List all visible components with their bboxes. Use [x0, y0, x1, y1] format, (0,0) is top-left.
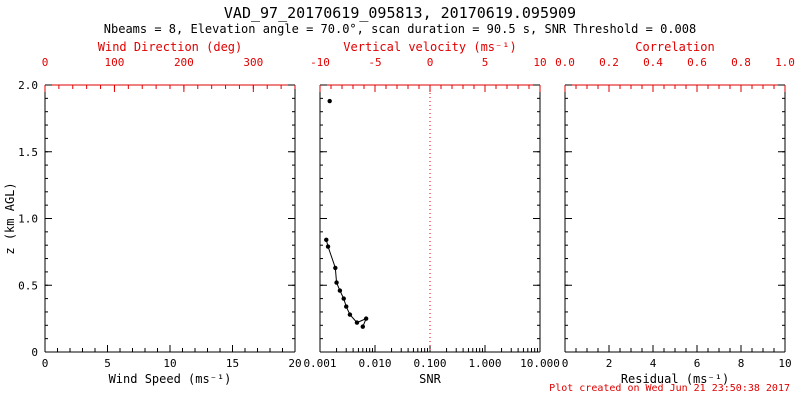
y-tick-label: 0.5	[18, 279, 38, 292]
x-tick-label: 5	[104, 357, 111, 370]
x-tick-label: 0.001	[303, 357, 336, 370]
top-axis-title: Vertical velocity (ms⁻¹)	[343, 40, 516, 54]
x-tick-label: 6	[694, 357, 701, 370]
data-point	[360, 324, 365, 329]
x-tick-label: 0.010	[358, 357, 391, 370]
panel-residual: 0 2 4 6 8 10 Residual (ms⁻¹) 0.0 0.2 0.4 0.6 0.8 1.0…	[555, 40, 795, 386]
data-point	[334, 280, 339, 285]
x-tick-label: 0	[562, 357, 569, 370]
x-tick-label: 15	[226, 357, 239, 370]
data-point	[337, 288, 343, 293]
top-axis-title: Correlation	[635, 40, 714, 54]
plot-created-timestamp: Plot created on Wed Jun 21 23:50:38 2017	[549, 383, 790, 394]
top-tick-label: 300	[243, 56, 263, 69]
x-axis-title: Residual (ms⁻¹)	[621, 372, 729, 386]
x-tick-label: 10	[778, 357, 791, 370]
x-tick-label: 8	[738, 357, 745, 370]
data-point	[354, 320, 360, 325]
data-point	[363, 316, 369, 321]
top-tick-label: 0	[42, 56, 49, 69]
top-tick-label: 0.6	[687, 56, 707, 69]
top-tick-label: -5	[368, 56, 381, 69]
y-tick-label: 2.0	[18, 79, 38, 92]
top-tick-label: 0	[427, 56, 434, 69]
x-tick-label: 0.100	[413, 357, 446, 370]
x-tick-label: 0	[42, 357, 49, 370]
top-tick-label: 0.8	[731, 56, 751, 69]
x-tick-label: 10.000	[520, 357, 560, 370]
y-tick-label: 0	[31, 346, 38, 359]
y-axis-title: z (km AGL)	[3, 182, 17, 254]
x-axis-title: SNR	[419, 372, 441, 386]
snr-profile-lower-line	[325, 239, 368, 327]
panel-snr: 0.001 0.010 0.100 1.000 10.000 SNR -10 -5 0 5 10 Ve…	[303, 40, 559, 386]
panel-wind-speed: 0 0.5 1.0 1.5 2.0 z (km AGL) 0 5 10 15 20 Wind Spee…	[3, 40, 302, 386]
data-point	[325, 244, 331, 249]
data-point	[344, 304, 349, 309]
y-tick-label: 1.0	[18, 213, 38, 226]
x-tick-label: 20	[288, 357, 301, 370]
top-tick-label: 0.4	[643, 56, 663, 69]
plot-title: VAD_97_20170619_095813, 20170619.095909	[223, 4, 577, 22]
x-tick-label: 4	[650, 357, 657, 370]
data-point	[341, 296, 346, 301]
data-point	[347, 312, 353, 317]
top-tick-label: 1.0	[775, 56, 795, 69]
data-point	[327, 98, 332, 104]
y-tick-label: 1.5	[18, 146, 38, 159]
top-tick-label: 100	[105, 56, 125, 69]
data-point	[333, 265, 338, 271]
top-tick-label: 10	[533, 56, 546, 69]
data-point	[324, 237, 329, 243]
plot-subtitle: Nbeams = 8, Elevation angle = 70.0°, sca…	[103, 22, 697, 36]
top-axis-title: Wind Direction (deg)	[98, 40, 243, 54]
x-tick-label: 10	[163, 357, 176, 370]
x-axis-title: Wind Speed (ms⁻¹)	[109, 372, 232, 386]
top-tick-label: 0.2	[599, 56, 619, 69]
top-tick-label: -10	[310, 56, 330, 69]
x-tick-label: 1.000	[468, 357, 501, 370]
top-tick-label: 200	[174, 56, 194, 69]
x-tick-label: 2	[606, 357, 613, 370]
top-tick-label: 0.0	[555, 56, 575, 69]
top-tick-label: 5	[482, 56, 489, 69]
